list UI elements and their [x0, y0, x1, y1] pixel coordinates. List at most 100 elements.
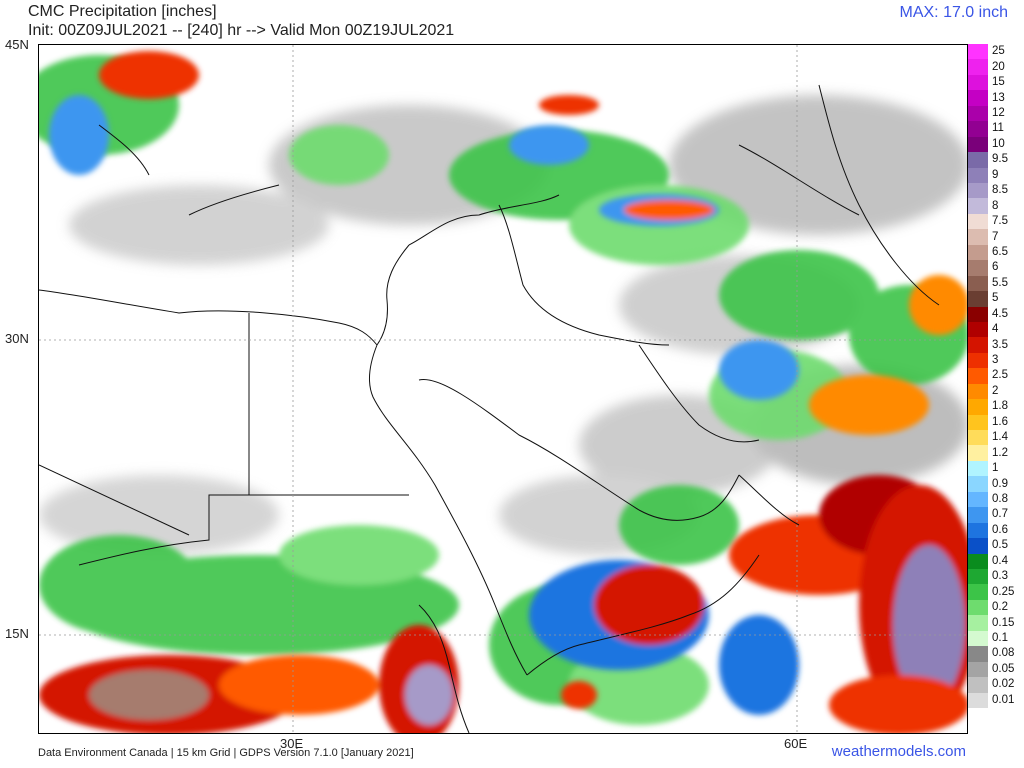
legend-label: 0.02: [992, 678, 1015, 691]
legend-swatch: [968, 599, 988, 616]
legend-label: 4: [992, 323, 999, 336]
legend-level: 11: [968, 121, 1020, 137]
legend-level: 0.01: [968, 692, 1020, 708]
legend-swatch: [968, 291, 988, 307]
legend-level: 3: [968, 352, 1020, 369]
legend-label: 2.5: [992, 369, 1008, 382]
legend-swatch: [968, 677, 988, 693]
legend-level: 10: [968, 136, 1020, 153]
legend-level: 2: [968, 383, 1020, 400]
legend-level: 0.7: [968, 507, 1020, 523]
legend-swatch: [968, 445, 988, 461]
legend-swatch: [968, 615, 988, 631]
legend-level: 4.5: [968, 306, 1020, 322]
legend-level: 4: [968, 321, 1020, 338]
legend-label: 9: [992, 168, 999, 181]
legend-swatch: [968, 692, 988, 708]
legend-swatch: [968, 152, 988, 168]
legend-label: 6.5: [992, 245, 1008, 258]
legend-swatch: [968, 213, 988, 230]
legend-swatch: [968, 584, 988, 600]
legend-swatch: [968, 244, 988, 261]
legend-label: 9.5: [992, 153, 1008, 166]
legend-level: 0.05: [968, 661, 1020, 678]
legend-level: 15: [968, 74, 1020, 91]
legend-swatch: [968, 414, 988, 431]
legend-swatch: [968, 399, 988, 415]
legend-swatch: [968, 44, 988, 60]
legend-label: 11: [992, 122, 1004, 135]
legend-label: 6: [992, 261, 999, 274]
legend-level: 20: [968, 59, 1020, 75]
legend-swatch: [968, 321, 988, 338]
legend-swatch: [968, 476, 988, 492]
legend-swatch: [968, 260, 988, 276]
legend-label: 1.6: [992, 415, 1008, 428]
legend-label: 0.01: [992, 693, 1015, 706]
legend-level: 1.2: [968, 445, 1020, 461]
legend-label: 13: [992, 91, 1005, 104]
coastlines: [39, 84, 940, 733]
precipitation-map[interactable]: [38, 44, 968, 734]
legend-swatch: [968, 553, 988, 570]
legend-level: 8.5: [968, 182, 1020, 199]
legend-label: 0.9: [992, 477, 1008, 490]
legend-swatch: [968, 630, 988, 647]
legend-level: 12: [968, 105, 1020, 122]
map-title: CMC Precipitation [inches]: [28, 3, 217, 20]
legend-swatch: [968, 352, 988, 369]
legend-level: 6.5: [968, 244, 1020, 261]
legend-swatch: [968, 491, 988, 508]
legend-swatch: [968, 59, 988, 75]
legend-label: 0.8: [992, 493, 1008, 506]
max-value-label: MAX: 17.0 inch: [899, 4, 1009, 21]
legend-label: 7: [992, 230, 999, 243]
legend-level: 1.4: [968, 430, 1020, 446]
precip-colorbar: 25 20 15 13 12 11 10 9.5 9 8.5 8 7.5 7 6.5 6 5.5 5 4.5 4 3.…: [968, 44, 1020, 708]
legend-label: 0.4: [992, 554, 1008, 567]
legend-label: 8: [992, 199, 999, 212]
legend-label: 0.2: [992, 601, 1008, 614]
legend-level: 2.5: [968, 368, 1020, 384]
legend-label: 0.25: [992, 585, 1015, 598]
legend-swatch: [968, 90, 988, 106]
legend-level: 0.02: [968, 677, 1020, 693]
legend-level: 0.2: [968, 599, 1020, 616]
legend-label: 4.5: [992, 307, 1008, 320]
legend-swatch: [968, 430, 988, 446]
legend-label: 0.08: [992, 647, 1015, 660]
legend-swatch: [968, 167, 988, 183]
legend-label: 15: [992, 76, 1005, 89]
legend-swatch: [968, 538, 988, 554]
legend-label: 12: [992, 106, 1005, 119]
legend-label: 20: [992, 60, 1005, 73]
legend-swatch: [968, 507, 988, 523]
legend-label: 25: [992, 45, 1005, 58]
legend-level: 7: [968, 229, 1020, 245]
legend-swatch: [968, 460, 988, 477]
legend-swatch: [968, 569, 988, 585]
legend-label: 8.5: [992, 184, 1008, 197]
legend-level: 1: [968, 460, 1020, 477]
legend-level: 0.8: [968, 491, 1020, 508]
legend-swatch: [968, 74, 988, 91]
legend-swatch: [968, 136, 988, 153]
legend-swatch: [968, 105, 988, 122]
legend-swatch: [968, 522, 988, 539]
legend-level: 0.15: [968, 615, 1020, 631]
legend-label: 0.7: [992, 508, 1008, 521]
legend-level: 6: [968, 260, 1020, 276]
site-link[interactable]: weathermodels.com: [831, 743, 966, 760]
legend-level: 0.5: [968, 538, 1020, 554]
lat-label-15n: 15N: [5, 626, 29, 641]
legend-label: 3: [992, 354, 999, 367]
legend-label: 1.2: [992, 446, 1008, 459]
legend-level: 13: [968, 90, 1020, 106]
legend-level: 0.6: [968, 522, 1020, 539]
legend-label: 0.1: [992, 632, 1008, 644]
legend-level: 0.4: [968, 553, 1020, 570]
lat-label-45n: 45N: [5, 37, 29, 52]
legend-label: 5: [992, 292, 999, 305]
legend-swatch: [968, 661, 988, 678]
legend-swatch: [968, 198, 988, 214]
